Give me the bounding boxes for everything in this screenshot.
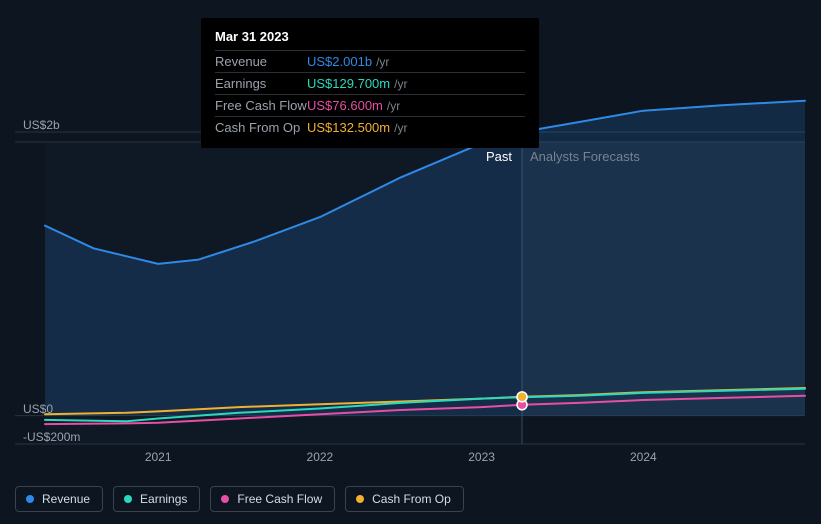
chart-tooltip: Mar 31 2023 RevenueUS$2.001b/yrEarningsU…: [201, 18, 539, 148]
y-axis-tick: -US$200m: [23, 430, 80, 444]
y-axis-tick: US$0: [23, 402, 53, 416]
legend-label: Revenue: [42, 492, 90, 506]
legend-label: Free Cash Flow: [237, 492, 322, 506]
legend-item-revenue[interactable]: Revenue: [15, 486, 103, 512]
tooltip-row-value: US$76.600m: [307, 97, 383, 115]
tooltip-row-suffix: /yr: [394, 119, 407, 137]
x-axis-tick: 2024: [630, 450, 657, 464]
tooltip-row-label: Earnings: [215, 75, 307, 93]
x-axis-tick: 2021: [145, 450, 172, 464]
tooltip-row-label: Free Cash Flow: [215, 97, 307, 115]
tooltip-row-label: Cash From Op: [215, 119, 307, 137]
legend-dot-icon: [221, 495, 229, 503]
x-axis-tick: 2022: [307, 450, 334, 464]
legend-item-earnings[interactable]: Earnings: [113, 486, 200, 512]
legend-label: Cash From Op: [372, 492, 451, 506]
tooltip-row-value: US$132.500m: [307, 119, 390, 137]
chart-legend: Revenue Earnings Free Cash Flow Cash From O…: [15, 486, 464, 512]
legend-dot-icon: [124, 495, 132, 503]
legend-label: Earnings: [140, 492, 187, 506]
y-axis-tick: US$2b: [23, 118, 60, 132]
legend-item-fcf[interactable]: Free Cash Flow: [210, 486, 335, 512]
tooltip-row-value: US$2.001b: [307, 53, 372, 71]
tooltip-row-suffix: /yr: [394, 75, 407, 93]
legend-item-cfo[interactable]: Cash From Op: [345, 486, 464, 512]
tooltip-row-earnings: EarningsUS$129.700m/yr: [215, 72, 525, 94]
x-axis-tick: 2023: [468, 450, 495, 464]
split-label-past: Past: [486, 149, 512, 164]
tooltip-row-suffix: /yr: [376, 53, 389, 71]
tooltip-row-revenue: RevenueUS$2.001b/yr: [215, 50, 525, 72]
split-label-forecast: Analysts Forecasts: [530, 149, 640, 164]
tooltip-row-value: US$129.700m: [307, 75, 390, 93]
tooltip-row-fcf: Free Cash FlowUS$76.600m/yr: [215, 94, 525, 116]
legend-dot-icon: [26, 495, 34, 503]
tooltip-row-cfo: Cash From OpUS$132.500m/yr: [215, 116, 525, 138]
tooltip-row-suffix: /yr: [387, 97, 400, 115]
legend-dot-icon: [356, 495, 364, 503]
tooltip-date: Mar 31 2023: [215, 28, 525, 46]
financials-chart: Mar 31 2023 RevenueUS$2.001b/yrEarningsU…: [15, 0, 821, 524]
tooltip-row-label: Revenue: [215, 53, 307, 71]
